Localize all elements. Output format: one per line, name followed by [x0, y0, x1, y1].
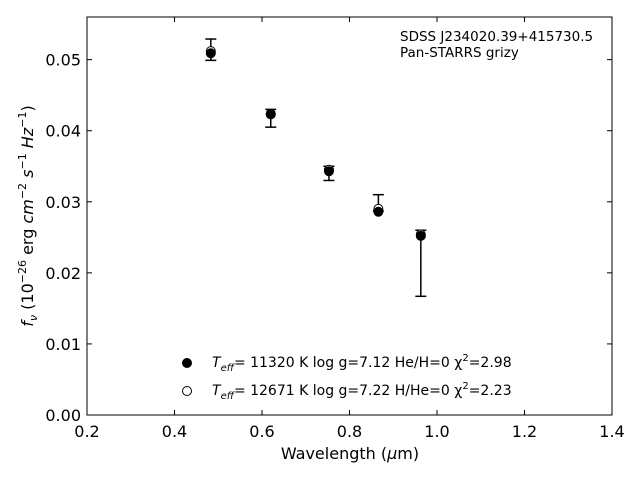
x-tick-label: 0.2: [74, 422, 99, 441]
legend-marker-filled: [182, 358, 192, 368]
data-point-filled: [323, 166, 334, 177]
legend: Teff= 11320 K log g=7.12 He/H=0 χ2=2.98 …: [182, 353, 512, 402]
x-tick-label: 1.4: [599, 422, 624, 441]
legend-label-series-2: Teff= 12671 K log g=7.22 H/He=0 χ2=2.23: [212, 381, 512, 402]
y-tick-label: 0.03: [45, 193, 81, 212]
x-tick-label: 0.8: [337, 422, 362, 441]
data-point-filled: [415, 230, 426, 241]
y-tick-label: 0.01: [45, 335, 81, 354]
data-point-filled: [265, 109, 276, 120]
legend-label-series-1: Teff= 11320 K log g=7.12 He/H=0 χ2=2.98: [212, 353, 512, 374]
y-axis-label: fν (10−26 erg cm−2 s−1 Hz−1): [16, 105, 40, 326]
y-tick-label: 0.04: [45, 122, 81, 141]
data-point-filled: [205, 48, 216, 59]
x-tick-label: 1.2: [512, 422, 537, 441]
y-tick-label: 0.02: [45, 264, 81, 283]
legend-marker-open: [182, 386, 192, 396]
annotation-object-name: SDSS J234020.39+415730.5: [400, 29, 593, 45]
data-point-filled: [373, 206, 384, 217]
x-tick-label: 0.6: [249, 422, 274, 441]
x-tick-label: 0.4: [162, 422, 187, 441]
y-tick-label: 0.05: [45, 51, 81, 70]
x-axis-label: Wavelength (μm): [281, 444, 419, 463]
y-tick-label: 0.00: [45, 406, 81, 425]
x-tick-label: 1.0: [424, 422, 449, 441]
annotation-survey-name: Pan-STARRS grizy: [400, 45, 519, 61]
